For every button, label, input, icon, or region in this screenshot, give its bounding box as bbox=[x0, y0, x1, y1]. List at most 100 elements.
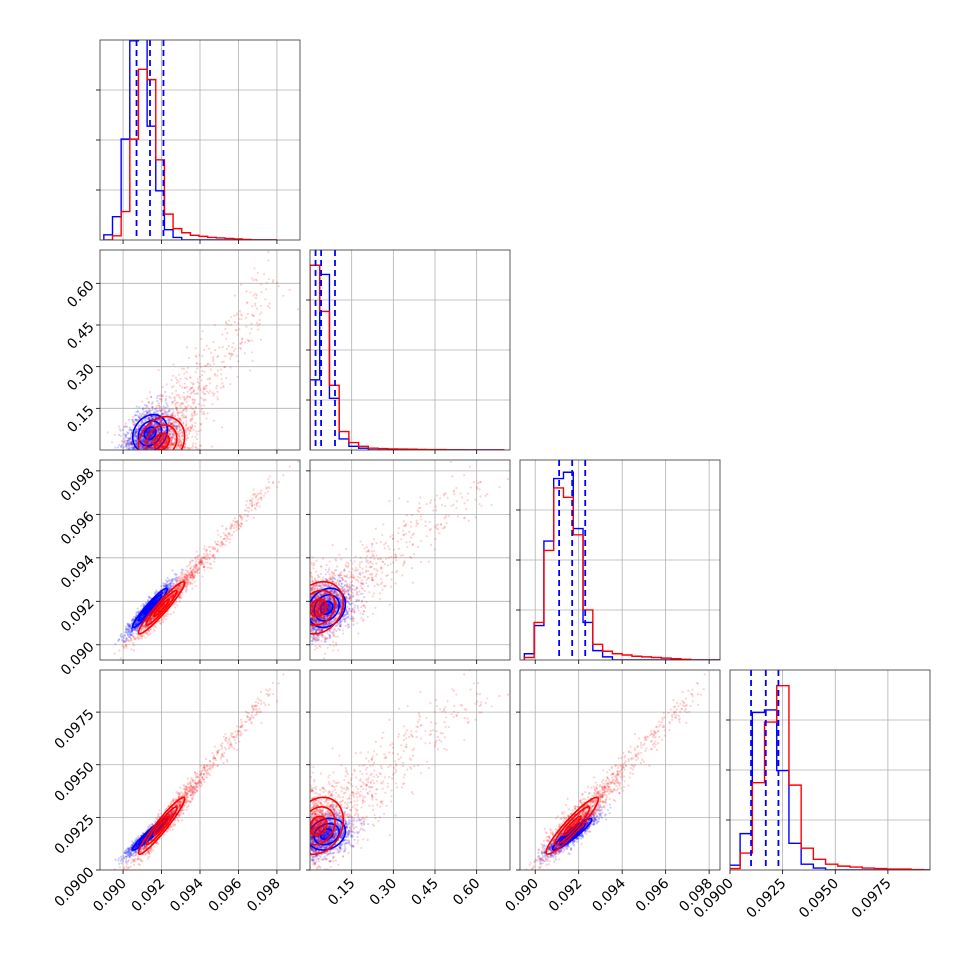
scatter-point bbox=[191, 414, 195, 417]
scatter-point bbox=[197, 568, 200, 572]
scatter-point bbox=[212, 554, 215, 557]
scatter-point bbox=[219, 386, 223, 389]
scatter-point bbox=[124, 628, 128, 632]
grid bbox=[100, 40, 300, 240]
scatter-point bbox=[174, 421, 177, 424]
scatter-point bbox=[178, 588, 181, 591]
scatter-point bbox=[182, 422, 185, 425]
scatter-point bbox=[172, 363, 175, 366]
scatter-point bbox=[153, 407, 157, 411]
scatter-point bbox=[258, 323, 261, 326]
scatter-point bbox=[143, 447, 146, 450]
y-tick-label: 0.45 bbox=[64, 319, 97, 352]
scatter-point bbox=[179, 429, 183, 432]
scatter-point bbox=[122, 441, 126, 444]
scatter-point bbox=[152, 424, 155, 427]
scatter-point bbox=[183, 575, 186, 579]
scatter-point bbox=[180, 444, 183, 447]
scatter-point bbox=[159, 398, 162, 401]
panel-1-0: 0.150.300.450.60 bbox=[64, 249, 301, 454]
scatter-point bbox=[187, 578, 190, 582]
scatter-point bbox=[213, 547, 217, 550]
scatter-point bbox=[216, 548, 219, 551]
scatter-point bbox=[189, 576, 192, 579]
scatter-point bbox=[190, 570, 193, 573]
scatter-point bbox=[170, 597, 173, 600]
scatter-point bbox=[117, 638, 121, 641]
scatter-point bbox=[212, 545, 215, 549]
scatter-point bbox=[169, 423, 172, 426]
scatter-point bbox=[164, 614, 167, 617]
scatter-point bbox=[178, 589, 181, 592]
scatter-point bbox=[135, 442, 138, 445]
scatter-point bbox=[168, 433, 171, 437]
scatter-point bbox=[167, 447, 170, 450]
scatter-point bbox=[189, 419, 192, 422]
scatter-point bbox=[155, 396, 159, 400]
scatter-point bbox=[138, 636, 141, 640]
scatter-point bbox=[145, 625, 148, 628]
scatter-point bbox=[142, 448, 145, 450]
scatter-point bbox=[143, 625, 146, 628]
scatter-point bbox=[126, 633, 129, 637]
scatter-point bbox=[142, 614, 145, 617]
scatter-point bbox=[140, 439, 143, 442]
scatter-point bbox=[141, 438, 144, 442]
scatter-point bbox=[213, 557, 216, 560]
scatter-point bbox=[157, 428, 160, 431]
scatter-point bbox=[160, 419, 163, 422]
scatter-point bbox=[166, 416, 169, 420]
scatter-point bbox=[141, 447, 144, 450]
scatter-point bbox=[254, 304, 257, 307]
scatter-point bbox=[142, 447, 145, 450]
scatter-point bbox=[173, 397, 176, 400]
scatter-point bbox=[195, 564, 198, 567]
scatter-point bbox=[166, 405, 170, 408]
scatter-point bbox=[193, 570, 196, 574]
scatter-point bbox=[147, 625, 150, 628]
scatter-point bbox=[181, 402, 184, 406]
scatter-point bbox=[197, 554, 201, 557]
scatter-point bbox=[176, 604, 179, 607]
scatter-point bbox=[251, 504, 254, 508]
scatter-point bbox=[148, 446, 151, 449]
scatter-point bbox=[225, 536, 228, 539]
scatter-point bbox=[185, 377, 189, 381]
scatter-point bbox=[128, 442, 132, 445]
scatter-point bbox=[136, 626, 139, 629]
scatter-point bbox=[171, 593, 175, 596]
scatter-point bbox=[142, 438, 145, 441]
scatter-point bbox=[165, 618, 168, 621]
scatter-point bbox=[153, 410, 156, 413]
scatter-point bbox=[169, 596, 172, 599]
scatter-point bbox=[158, 394, 161, 397]
scatter-point bbox=[150, 448, 153, 450]
scatter-point bbox=[119, 434, 122, 437]
scatter-point bbox=[212, 554, 215, 557]
scatter-point bbox=[196, 571, 199, 574]
scatter-point bbox=[137, 415, 140, 418]
scatter-point bbox=[169, 433, 172, 437]
scatter-point bbox=[267, 250, 270, 254]
scatter-point bbox=[145, 602, 148, 605]
scatter-point bbox=[178, 596, 181, 599]
scatter-point bbox=[197, 388, 200, 391]
scatter-point bbox=[259, 489, 263, 492]
scatter-point bbox=[170, 430, 173, 433]
scatter-point bbox=[171, 569, 174, 572]
scatter-point bbox=[175, 573, 178, 576]
scatter-point bbox=[134, 623, 137, 626]
scatter-point bbox=[122, 446, 125, 450]
scatter-point bbox=[208, 550, 212, 553]
scatter-point bbox=[157, 597, 160, 600]
scatter-point bbox=[155, 409, 158, 412]
scatter-point bbox=[127, 441, 130, 444]
scatter-point bbox=[196, 558, 199, 561]
scatter-point bbox=[312, 619, 315, 622]
scatter-point bbox=[180, 435, 184, 438]
scatter-point bbox=[175, 407, 178, 410]
scatter-point bbox=[137, 621, 140, 625]
scatter-point bbox=[194, 446, 197, 449]
scatter-point bbox=[171, 412, 174, 415]
scatter-point bbox=[140, 637, 144, 640]
